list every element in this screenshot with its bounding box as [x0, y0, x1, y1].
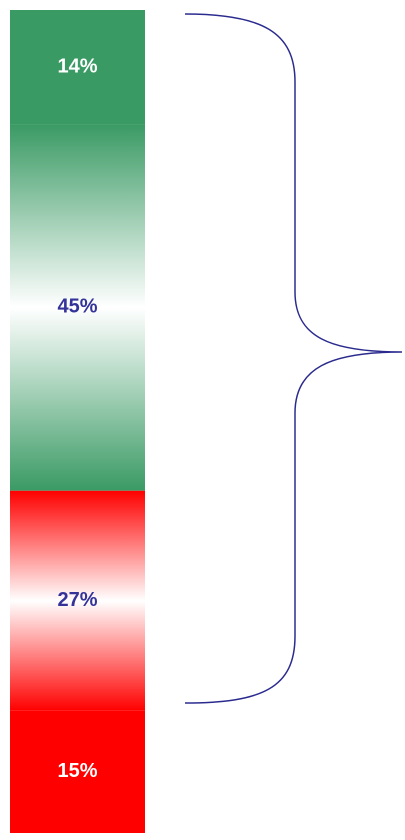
value-label: 15%	[57, 760, 97, 782]
value-label: 27%	[57, 589, 97, 611]
bar-segment	[10, 10, 145, 125]
brace	[184, 13, 403, 704]
bar-segment	[10, 490, 145, 711]
bar-segment	[10, 710, 145, 833]
bar-segment	[10, 124, 145, 491]
value-label: 45%	[57, 296, 97, 318]
value-label: 14%	[57, 55, 97, 77]
